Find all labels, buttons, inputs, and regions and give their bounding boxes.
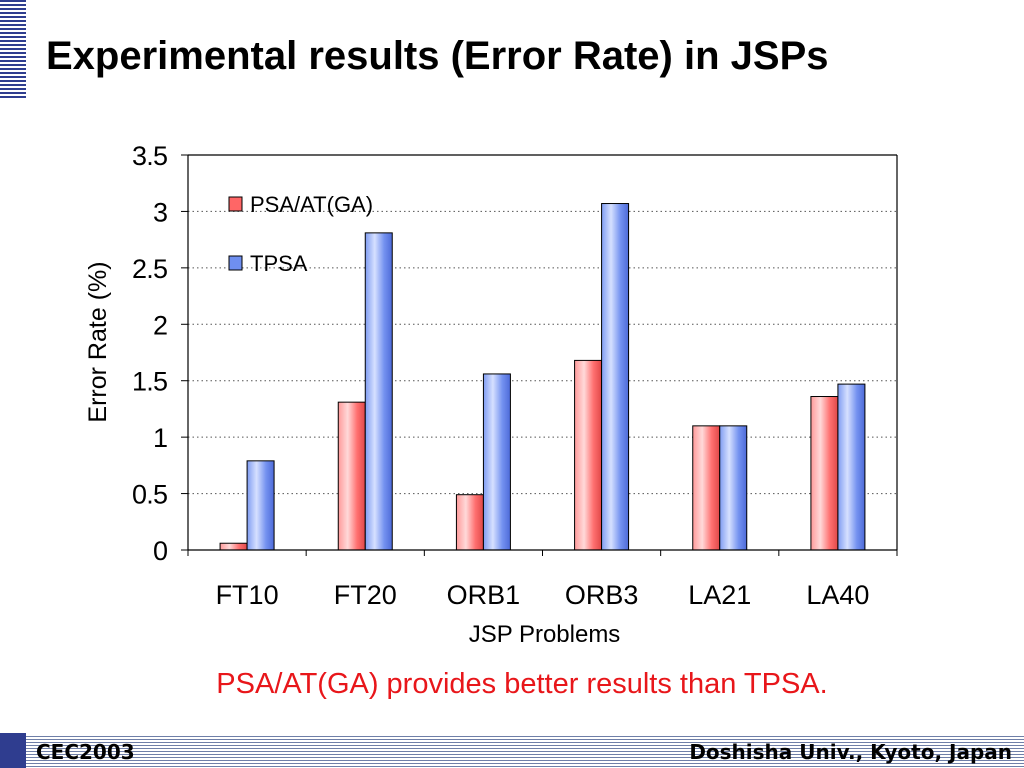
legend-label: TPSA (250, 251, 308, 276)
y-tick-label: 0.5 (132, 480, 168, 510)
y-tick-label: 3 (153, 197, 168, 227)
y-tick-label: 1 (153, 423, 168, 453)
bar-psa-at-ga-orb1 (455, 494, 484, 551)
bar-psa-at-ga-la40 (810, 396, 839, 551)
y-axis-label: Error Rate (%) (84, 261, 112, 422)
legend-swatch (228, 255, 243, 271)
y-tick-label: 3.5 (132, 141, 168, 171)
accent-bar-bottom (0, 733, 26, 768)
footer-affiliation: Doshisha Univ., Kyoto, Japan (689, 740, 1012, 764)
x-tick-label: ORB1 (447, 580, 521, 610)
x-tick-label: LA40 (806, 580, 869, 610)
footer-conference: CEC2003 (36, 740, 135, 764)
x-tick-label: ORB3 (565, 580, 639, 610)
bar-psa-at-ga-ft10 (219, 542, 248, 551)
chart-axes (181, 154, 898, 556)
bar-tpsa-ft10 (246, 460, 275, 551)
legend-label: PSA/AT(GA) (250, 192, 373, 217)
bar-tpsa-la21 (719, 425, 748, 551)
conclusion-text: PSA/AT(GA) provides better results than … (216, 668, 828, 700)
chart-legend: PSA/AT(GA) TPSA (228, 192, 373, 276)
chart-bars (219, 203, 866, 551)
x-tick-label: LA21 (688, 580, 751, 610)
bar-tpsa-orb3 (601, 203, 630, 551)
bar-tpsa-orb1 (482, 373, 511, 551)
x-tick-label: FT20 (334, 580, 397, 610)
chart-gridlines (188, 210, 897, 495)
accent-bar-top (0, 0, 26, 100)
bar-psa-at-ga-orb3 (574, 359, 603, 551)
bar-psa-at-ga-ft20 (337, 401, 366, 551)
y-tick-label: 0 (153, 536, 168, 566)
y-tick-label: 1.5 (132, 367, 168, 397)
legend-swatch (228, 196, 243, 212)
slide-title: Experimental results (Error Rate) in JSP… (46, 34, 829, 78)
chart-labels: 0 0.5 1 1.5 2 2.5 3 3.5 FT10 FT20 ORB1 ORB3 LA21 LA40… (84, 141, 869, 648)
bar-tpsa-la40 (837, 383, 866, 551)
footer-band (26, 736, 1024, 768)
y-tick-label: 2.5 (132, 254, 168, 284)
y-tick-label: 2 (153, 310, 168, 340)
x-axis-label: JSP Problems (469, 621, 621, 648)
bar-psa-at-ga-la21 (692, 425, 721, 551)
x-tick-label: FT10 (216, 580, 279, 610)
bar-tpsa-ft20 (364, 232, 393, 551)
